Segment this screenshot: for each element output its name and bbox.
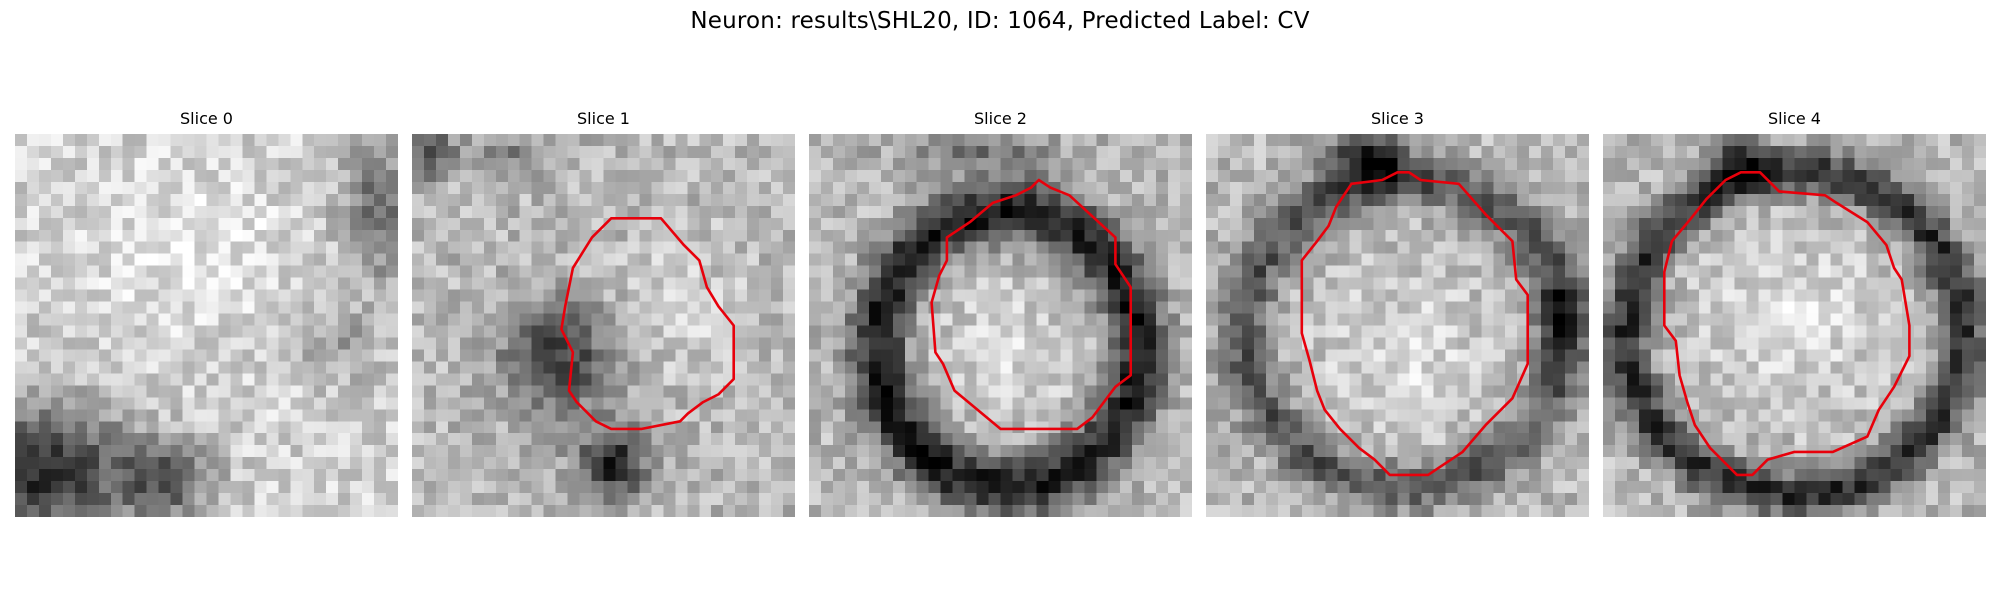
slice-panel-1: Slice 1 <box>412 110 795 517</box>
grayscale-pixels <box>809 134 1192 517</box>
slice-title: Slice 0 <box>180 109 233 128</box>
grayscale-pixels <box>412 134 795 517</box>
slice-title: Slice 4 <box>1768 109 1821 128</box>
slice-title: Slice 2 <box>974 109 1027 128</box>
grayscale-pixels <box>1206 134 1589 517</box>
figure-title: Neuron: results\SHL20, ID: 1064, Predict… <box>690 8 1310 34</box>
slice-panel-3: Slice 3 <box>1206 110 1589 517</box>
grayscale-pixels <box>15 134 398 517</box>
slice-panel-2: Slice 2 <box>809 110 1192 517</box>
slice-panel-0: Slice 0 <box>15 110 398 517</box>
segmentation-contour <box>560 217 736 431</box>
grayscale-pixels <box>1603 134 1986 517</box>
slice-image <box>412 134 795 517</box>
slice-panel-4: Slice 4 <box>1603 110 1986 517</box>
slice-image <box>809 134 1192 517</box>
segmentation-contour <box>930 178 1133 431</box>
segmentation-contour <box>1662 170 1911 477</box>
slice-title: Slice 1 <box>577 109 630 128</box>
slice-title: Slice 3 <box>1371 109 1424 128</box>
slice-image <box>1603 134 1986 517</box>
slice-image <box>1206 134 1589 517</box>
segmentation-contour <box>1300 170 1530 477</box>
slice-image <box>15 134 398 517</box>
